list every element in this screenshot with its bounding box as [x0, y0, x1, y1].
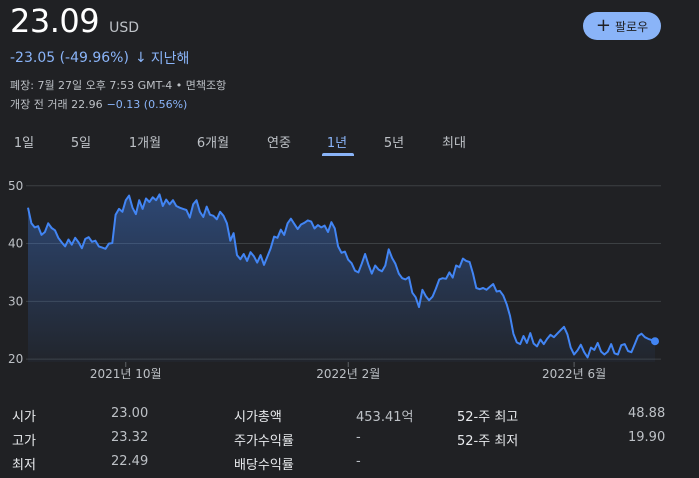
arrow-down-icon: ↓	[134, 50, 147, 66]
tab-5y[interactable]: 5년	[383, 136, 405, 151]
current-price-marker	[651, 337, 659, 346]
price-header: 23.09 USD	[10, 2, 139, 40]
y-tick-label: 20	[8, 352, 23, 366]
current-price: 23.09	[10, 2, 100, 40]
stat-mktcap-label: 시가총액	[234, 410, 282, 425]
price-change: -23.05 (-49.96%) ↓ 지난해	[10, 48, 189, 68]
market-close-info: 폐장: 7월 27일 오후 7:53 GMT-4 • 면책조항	[10, 79, 227, 92]
stat-52w-low-value: 19.90	[628, 430, 666, 445]
stat-open-value: 23.00	[111, 406, 149, 421]
stat-high-value: 23.32	[111, 430, 149, 445]
stat-pe-label: 주가수익률	[234, 434, 294, 449]
tab-1m[interactable]: 1개월	[128, 136, 162, 151]
change-period: 지난해	[150, 51, 190, 67]
tab-5d[interactable]: 5일	[70, 136, 92, 151]
y-tick-label: 50	[8, 180, 23, 193]
premarket-label: 개장 전 거래 22.96	[10, 98, 103, 111]
currency-label: USD	[109, 20, 140, 36]
x-tick-label: 2022년 2월	[316, 367, 380, 381]
price-line	[27, 193, 656, 359]
x-tick-label: 2021년 10월	[90, 367, 162, 381]
tab-1d[interactable]: 1일	[13, 136, 35, 151]
change-value: -23.05 (-49.96%)	[10, 50, 129, 66]
stat-mktcap-value: 453.41억	[356, 410, 414, 425]
stat-high-label: 고가	[12, 434, 36, 449]
tab-max[interactable]: 최대	[442, 136, 466, 151]
range-tabs: 1일 5일 1개월 6개월 연중 1년 5년 최대	[0, 126, 699, 156]
follow-button-label: 팔로우	[614, 19, 649, 34]
plus-icon: +	[595, 15, 611, 36]
stat-dividend-value: -	[356, 454, 361, 469]
tab-6m[interactable]: 6개월	[196, 136, 230, 151]
stat-52w-high-label: 52-주 최고	[457, 410, 519, 425]
stat-52w-high-value: 48.88	[628, 406, 666, 421]
follow-button[interactable]: + 팔로우	[583, 12, 661, 40]
stat-pe-value: -	[356, 430, 361, 445]
tab-1y[interactable]: 1년	[326, 136, 348, 151]
tab-ytd[interactable]: 연중	[267, 136, 291, 151]
price-chart[interactable]: 20 30 40 50 2021년 10월 2022년 2월 2022년 6월	[0, 180, 699, 390]
active-tab-indicator	[322, 153, 354, 156]
stat-52w-low-label: 52-주 최저	[457, 434, 519, 449]
premarket-info: 개장 전 거래 22.96 −0.13 (0.56%)	[10, 96, 187, 112]
price-area-fill	[28, 194, 655, 362]
x-tick-label: 2022년 6월	[542, 367, 606, 381]
y-tick-label: 30	[8, 294, 23, 308]
y-tick-label: 40	[8, 237, 23, 251]
stat-low-label: 최저	[12, 458, 36, 473]
stat-low-value: 22.49	[111, 454, 149, 469]
premarket-change: −0.13 (0.56%)	[106, 98, 188, 111]
stat-open-label: 시가	[12, 410, 36, 425]
stat-dividend-label: 배당수익률	[234, 458, 294, 473]
